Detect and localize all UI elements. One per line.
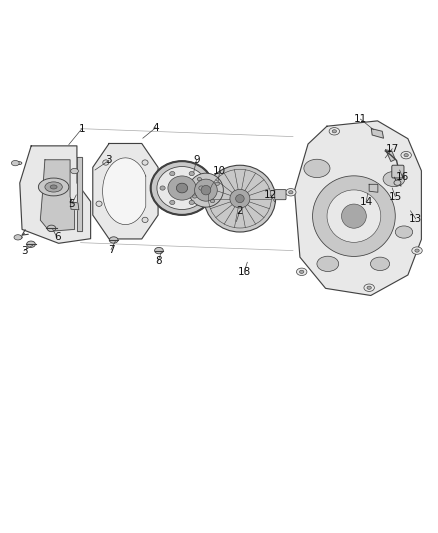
Ellipse shape bbox=[332, 130, 336, 133]
Ellipse shape bbox=[45, 182, 62, 192]
Ellipse shape bbox=[367, 286, 371, 289]
Ellipse shape bbox=[170, 200, 175, 205]
Text: 8: 8 bbox=[155, 256, 161, 266]
Text: 7: 7 bbox=[108, 245, 114, 255]
Ellipse shape bbox=[401, 151, 411, 159]
Polygon shape bbox=[40, 160, 74, 231]
Text: 16: 16 bbox=[396, 172, 409, 182]
Polygon shape bbox=[386, 150, 395, 161]
Ellipse shape bbox=[177, 183, 187, 193]
Ellipse shape bbox=[188, 173, 223, 207]
Text: 10: 10 bbox=[213, 166, 226, 176]
Ellipse shape bbox=[317, 256, 339, 271]
FancyBboxPatch shape bbox=[392, 165, 404, 178]
Text: 14: 14 bbox=[360, 197, 373, 207]
Ellipse shape bbox=[329, 127, 339, 135]
Ellipse shape bbox=[27, 241, 35, 247]
Text: 12: 12 bbox=[264, 190, 277, 200]
Ellipse shape bbox=[236, 195, 244, 203]
Polygon shape bbox=[20, 146, 91, 243]
Ellipse shape bbox=[395, 226, 413, 238]
Text: 15: 15 bbox=[389, 191, 402, 201]
Polygon shape bbox=[70, 202, 79, 210]
Text: 11: 11 bbox=[354, 114, 367, 124]
Ellipse shape bbox=[304, 159, 330, 177]
Ellipse shape bbox=[364, 284, 374, 292]
Polygon shape bbox=[371, 128, 384, 138]
Ellipse shape bbox=[103, 160, 109, 165]
Ellipse shape bbox=[230, 189, 250, 208]
Ellipse shape bbox=[300, 270, 304, 273]
Ellipse shape bbox=[151, 161, 213, 215]
Ellipse shape bbox=[327, 190, 381, 243]
Text: 3: 3 bbox=[21, 246, 27, 256]
Ellipse shape bbox=[47, 225, 56, 231]
Ellipse shape bbox=[142, 160, 148, 165]
Ellipse shape bbox=[394, 180, 401, 185]
Ellipse shape bbox=[155, 247, 163, 254]
Ellipse shape bbox=[204, 165, 276, 232]
Polygon shape bbox=[102, 158, 146, 224]
Ellipse shape bbox=[371, 257, 390, 271]
Polygon shape bbox=[93, 143, 158, 239]
Text: 1: 1 bbox=[78, 124, 85, 134]
Ellipse shape bbox=[342, 204, 366, 228]
Ellipse shape bbox=[110, 237, 118, 243]
Text: 5: 5 bbox=[69, 199, 75, 209]
Polygon shape bbox=[369, 184, 378, 192]
Ellipse shape bbox=[39, 178, 69, 196]
Ellipse shape bbox=[96, 201, 102, 206]
Text: 3: 3 bbox=[106, 156, 112, 165]
Ellipse shape bbox=[189, 172, 194, 176]
Text: 2: 2 bbox=[237, 206, 243, 216]
Ellipse shape bbox=[210, 199, 215, 203]
Ellipse shape bbox=[199, 186, 204, 190]
Ellipse shape bbox=[313, 176, 395, 256]
Polygon shape bbox=[77, 157, 82, 231]
Ellipse shape bbox=[412, 247, 422, 254]
Ellipse shape bbox=[297, 268, 307, 276]
Ellipse shape bbox=[286, 189, 296, 196]
Ellipse shape bbox=[194, 179, 217, 201]
Ellipse shape bbox=[189, 200, 194, 205]
Ellipse shape bbox=[197, 177, 201, 181]
Ellipse shape bbox=[16, 161, 22, 165]
Ellipse shape bbox=[160, 186, 165, 190]
Ellipse shape bbox=[404, 154, 408, 157]
Polygon shape bbox=[294, 121, 421, 295]
Ellipse shape bbox=[11, 160, 19, 166]
Text: 4: 4 bbox=[152, 123, 159, 133]
Ellipse shape bbox=[201, 185, 211, 195]
Text: 6: 6 bbox=[54, 232, 60, 243]
Ellipse shape bbox=[15, 236, 22, 239]
Ellipse shape bbox=[71, 168, 78, 174]
Text: 18: 18 bbox=[238, 267, 251, 277]
Ellipse shape bbox=[215, 182, 219, 185]
Text: 13: 13 bbox=[409, 214, 422, 224]
Ellipse shape bbox=[14, 235, 22, 240]
FancyBboxPatch shape bbox=[275, 190, 286, 200]
Ellipse shape bbox=[383, 172, 405, 187]
Ellipse shape bbox=[157, 166, 207, 209]
Ellipse shape bbox=[289, 191, 293, 194]
Ellipse shape bbox=[170, 172, 175, 176]
Ellipse shape bbox=[168, 176, 196, 200]
Ellipse shape bbox=[415, 249, 419, 252]
Text: 17: 17 bbox=[385, 144, 399, 154]
Ellipse shape bbox=[50, 185, 57, 189]
Text: 9: 9 bbox=[193, 156, 200, 165]
Ellipse shape bbox=[142, 217, 148, 223]
Ellipse shape bbox=[192, 195, 197, 198]
